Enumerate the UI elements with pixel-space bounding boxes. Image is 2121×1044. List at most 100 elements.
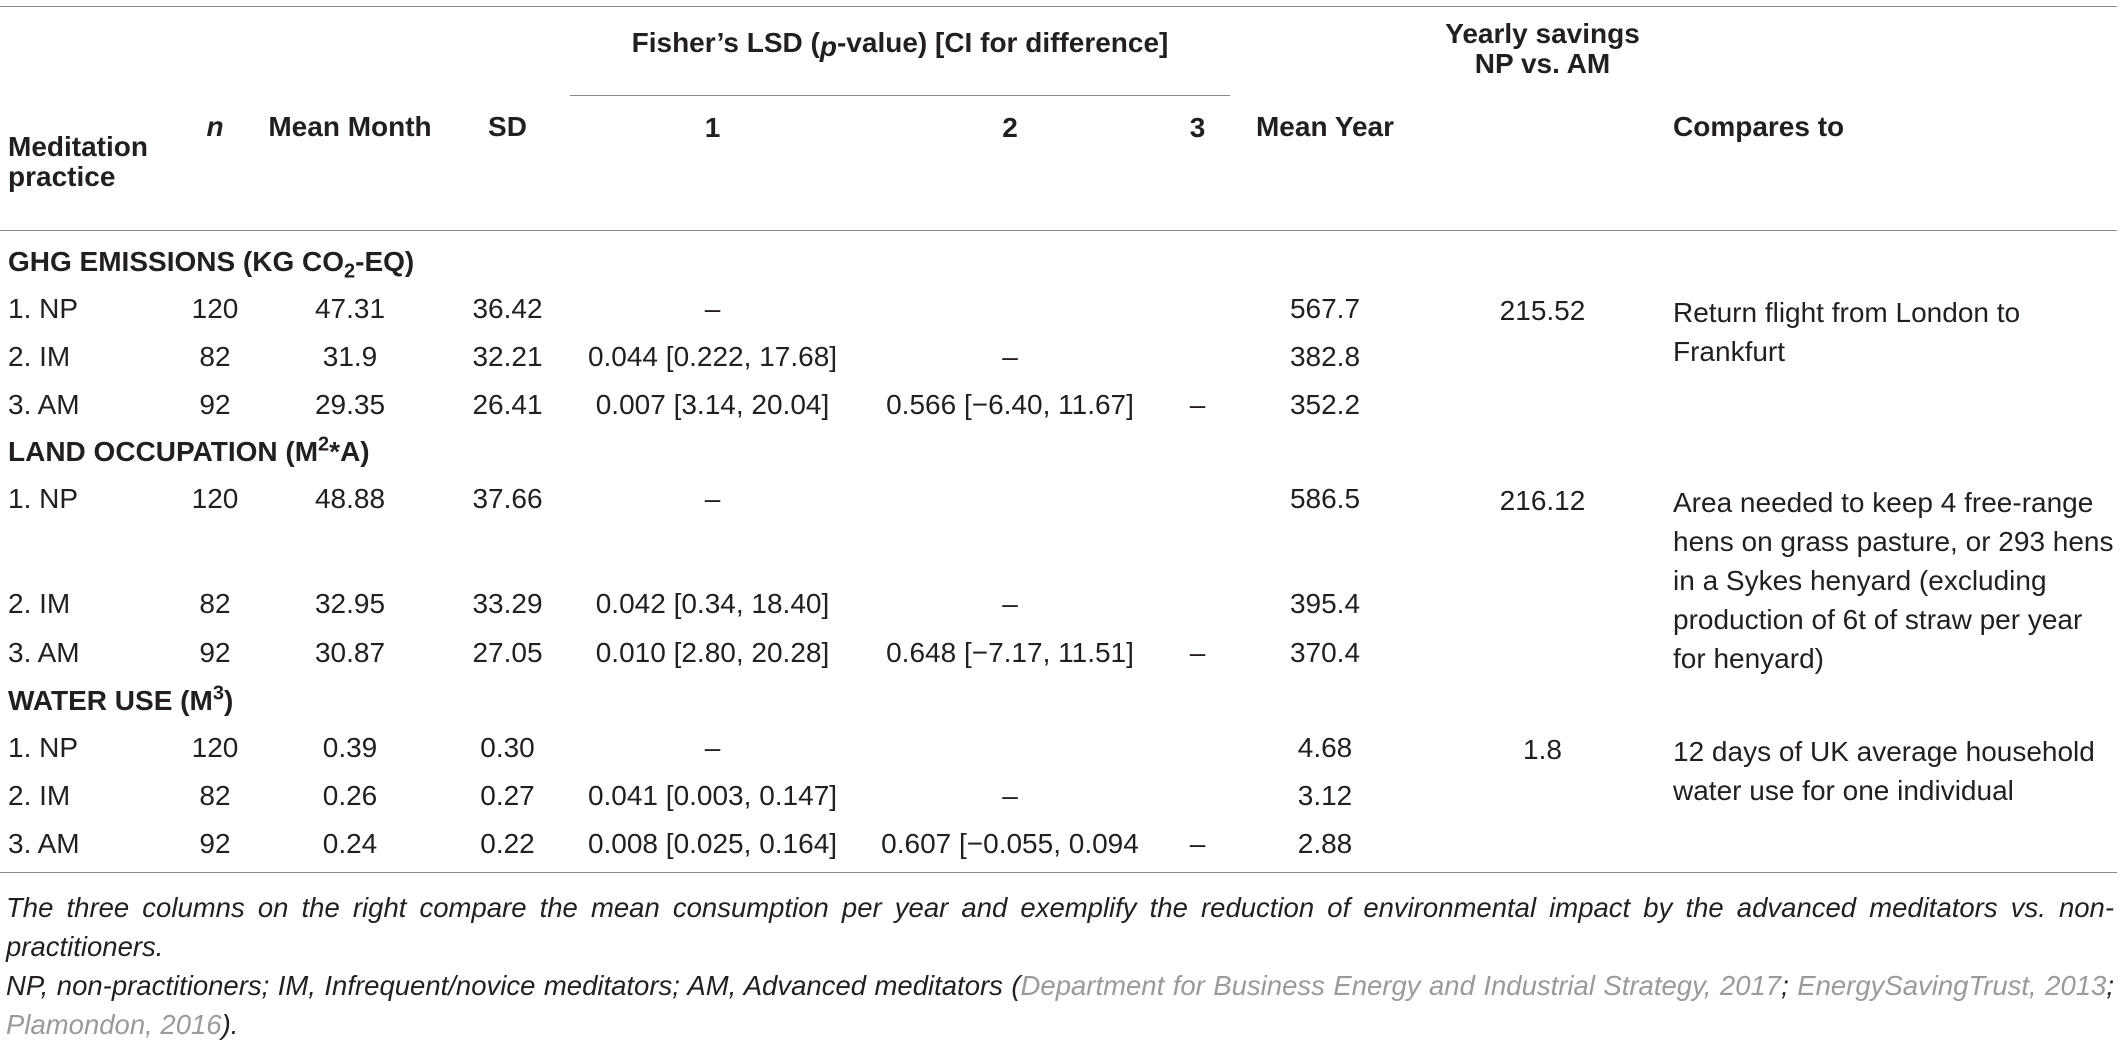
cell-n: 120 [191,482,239,514]
cell-practice: 2. IM [8,340,71,372]
citation-link[interactable]: Plamondon, 2016 [6,1009,222,1040]
cell-practice: 1. NP [8,292,79,324]
yearly-savings-header: Yearly savings NP vs. AM [1420,6,1665,95]
cell-mean-month: 32.95 [314,588,386,620]
cell-sd: 37.66 [472,482,543,514]
table-row: 3. AM 92 29.35 26.41 0.007 [3.14, 20.04] 0.56… [0,381,2117,429]
col-2-header: 2 [855,94,1165,231]
citation-link[interactable]: Department for Business Energy and Indus… [1020,970,1782,1001]
cell-lsd-3: – [1189,637,1206,669]
cell-n: 92 [199,637,231,669]
cell-lsd-1: – [704,292,721,324]
table-row: 2. IM 82 32.95 33.29 0.042 [0.34, 18.40] – 395… [0,580,2117,629]
cell-lsd-3 [1165,580,1230,629]
cell-lsd-1: 0.042 [0.34, 18.40] [595,588,830,620]
cell-lsd-3 [1165,772,1230,820]
col-compares-header: Compares to [1665,95,2117,231]
cell-mean-year: 4.68 [1297,731,1353,763]
cell-lsd-2: 0.648 [−7.17, 11.51] [886,637,1134,669]
table-row: 3. AM 92 0.24 0.22 0.008 [0.025, 0.164] 0.607… [0,820,2117,868]
table-row: 2. IM 82 0.26 0.27 0.041 [0.003, 0.147] – 3.12 [0,772,2117,820]
cell-lsd-2: – [1002,340,1018,372]
cell-compares-to: Area needed to keep 4 free-range hens on… [1673,486,2114,674]
cell-n: 92 [199,388,231,420]
cell-lsd-2 [855,285,1165,333]
col-sd-header: SD [445,95,570,231]
footnote-line-1: The three columns on the right compare t… [6,892,2114,962]
cell-practice: 1. NP [8,482,79,514]
citation-link[interactable]: EnergySavingTrust, 2013 [1797,970,2107,1001]
section-title: GHG EMISSIONS (KG CO2-EQ) [8,245,415,283]
results-table: Fisher’s LSD (p-value) [CI for differenc… [0,6,2117,873]
cell-compares-to: Return flight from London to Frankfurt [1673,296,2021,367]
cell-practice: 3. AM [8,637,80,669]
table-row: 3. AM 92 30.87 27.05 0.010 [2.80, 20.28] 0.64… [0,629,2117,678]
cell-lsd-2 [855,724,1165,772]
cell-mean-month: 31.9 [322,340,378,372]
cell-yearly-savings: 216.12 [1499,484,1586,516]
cell-mean-year: 382.8 [1289,340,1361,372]
cell-mean-year: 370.4 [1289,637,1361,669]
cell-mean-year: 352.2 [1289,388,1361,420]
cell-lsd-1: 0.044 [0.222, 17.68] [587,340,838,372]
col-1-header: 1 [570,94,855,231]
cell-lsd-1: 0.041 [0.003, 0.147] [587,779,838,811]
cell-sd: 26.41 [472,388,543,420]
cell-lsd-3: – [1189,388,1206,420]
cell-yearly-savings: 215.52 [1499,294,1586,326]
col-mean-month-header: Mean Month [255,95,445,231]
col-practice-header: Meditation practice [0,95,175,231]
cell-sd: 36.42 [472,292,543,324]
cell-n: 92 [199,827,231,859]
cell-sd: 33.29 [472,588,543,620]
cell-mean-month: 29.35 [314,388,386,420]
col-n-header: n [175,95,255,231]
cell-sd: 0.27 [480,779,535,811]
cell-mean-year: 586.5 [1289,482,1361,514]
cell-lsd-3 [1165,475,1230,581]
cell-lsd-1: 0.008 [0.025, 0.164] [587,827,838,859]
cell-practice: 3. AM [8,827,80,859]
table-row: 1. NP 120 0.39 0.30 – 4.68 1.8 12 days of UK av… [0,724,2117,806]
cell-n: 82 [199,588,231,620]
cell-lsd-1: – [704,482,721,514]
cell-lsd-1: 0.007 [3.14, 20.04] [595,388,830,420]
cell-practice: 2. IM [8,779,71,811]
cell-sd: 32.21 [472,340,543,372]
cell-practice: 2. IM [8,588,71,620]
cell-n: 82 [199,340,231,372]
cell-mean-year: 567.7 [1289,292,1361,324]
header-row-columns: Meditation practice n Mean Month SD 1 2 … [0,94,2117,231]
cell-lsd-2: – [1002,779,1018,811]
col-3-header: 3 [1165,94,1230,231]
cell-mean-month: 47.31 [314,292,386,324]
col-mean-year-header: Mean Year [1230,95,1420,231]
section-title: WATER USE (M3) [8,682,234,716]
lsd-group-header: Fisher’s LSD (p-value) [CI for differenc… [570,6,1230,95]
cell-mean-year: 395.4 [1289,588,1361,620]
section-title: LAND OCCUPATION (M2*A) [8,433,370,467]
cell-yearly-savings: 1.8 [1523,733,1562,765]
cell-mean-month: 0.24 [322,827,378,859]
table-row: 1. NP 120 47.31 36.42 – 567.7 215.52 Return fli… [0,285,2117,367]
cell-mean-year: 3.12 [1297,779,1353,811]
cell-n: 120 [191,292,239,324]
cell-lsd-3: – [1189,827,1206,859]
cell-sd: 27.05 [472,637,543,669]
cell-lsd-1: 0.010 [2.80, 20.28] [595,637,830,669]
cell-compares-to: 12 days of UK average household water us… [1673,735,2095,806]
cell-lsd-2: 0.566 [−6.40, 11.67] [886,388,1134,420]
cell-mean-month: 30.87 [314,637,386,669]
section-row: GHG EMISSIONS (KG CO2-EQ) [0,230,2117,285]
section-row: LAND OCCUPATION (M2*A) [0,429,2117,475]
cell-lsd-2 [855,475,1165,581]
cell-mean-year: 2.88 [1297,827,1353,859]
table-footnote: The three columns on the right compare t… [6,888,2114,1044]
cell-n: 120 [191,731,239,763]
cell-sd: 0.22 [480,827,535,859]
cell-sd: 0.30 [480,731,535,763]
header-row-group: Fisher’s LSD (p-value) [CI for differenc… [0,6,2117,95]
cell-n: 82 [199,779,231,811]
section-row: WATER USE (M3) [0,678,2117,724]
